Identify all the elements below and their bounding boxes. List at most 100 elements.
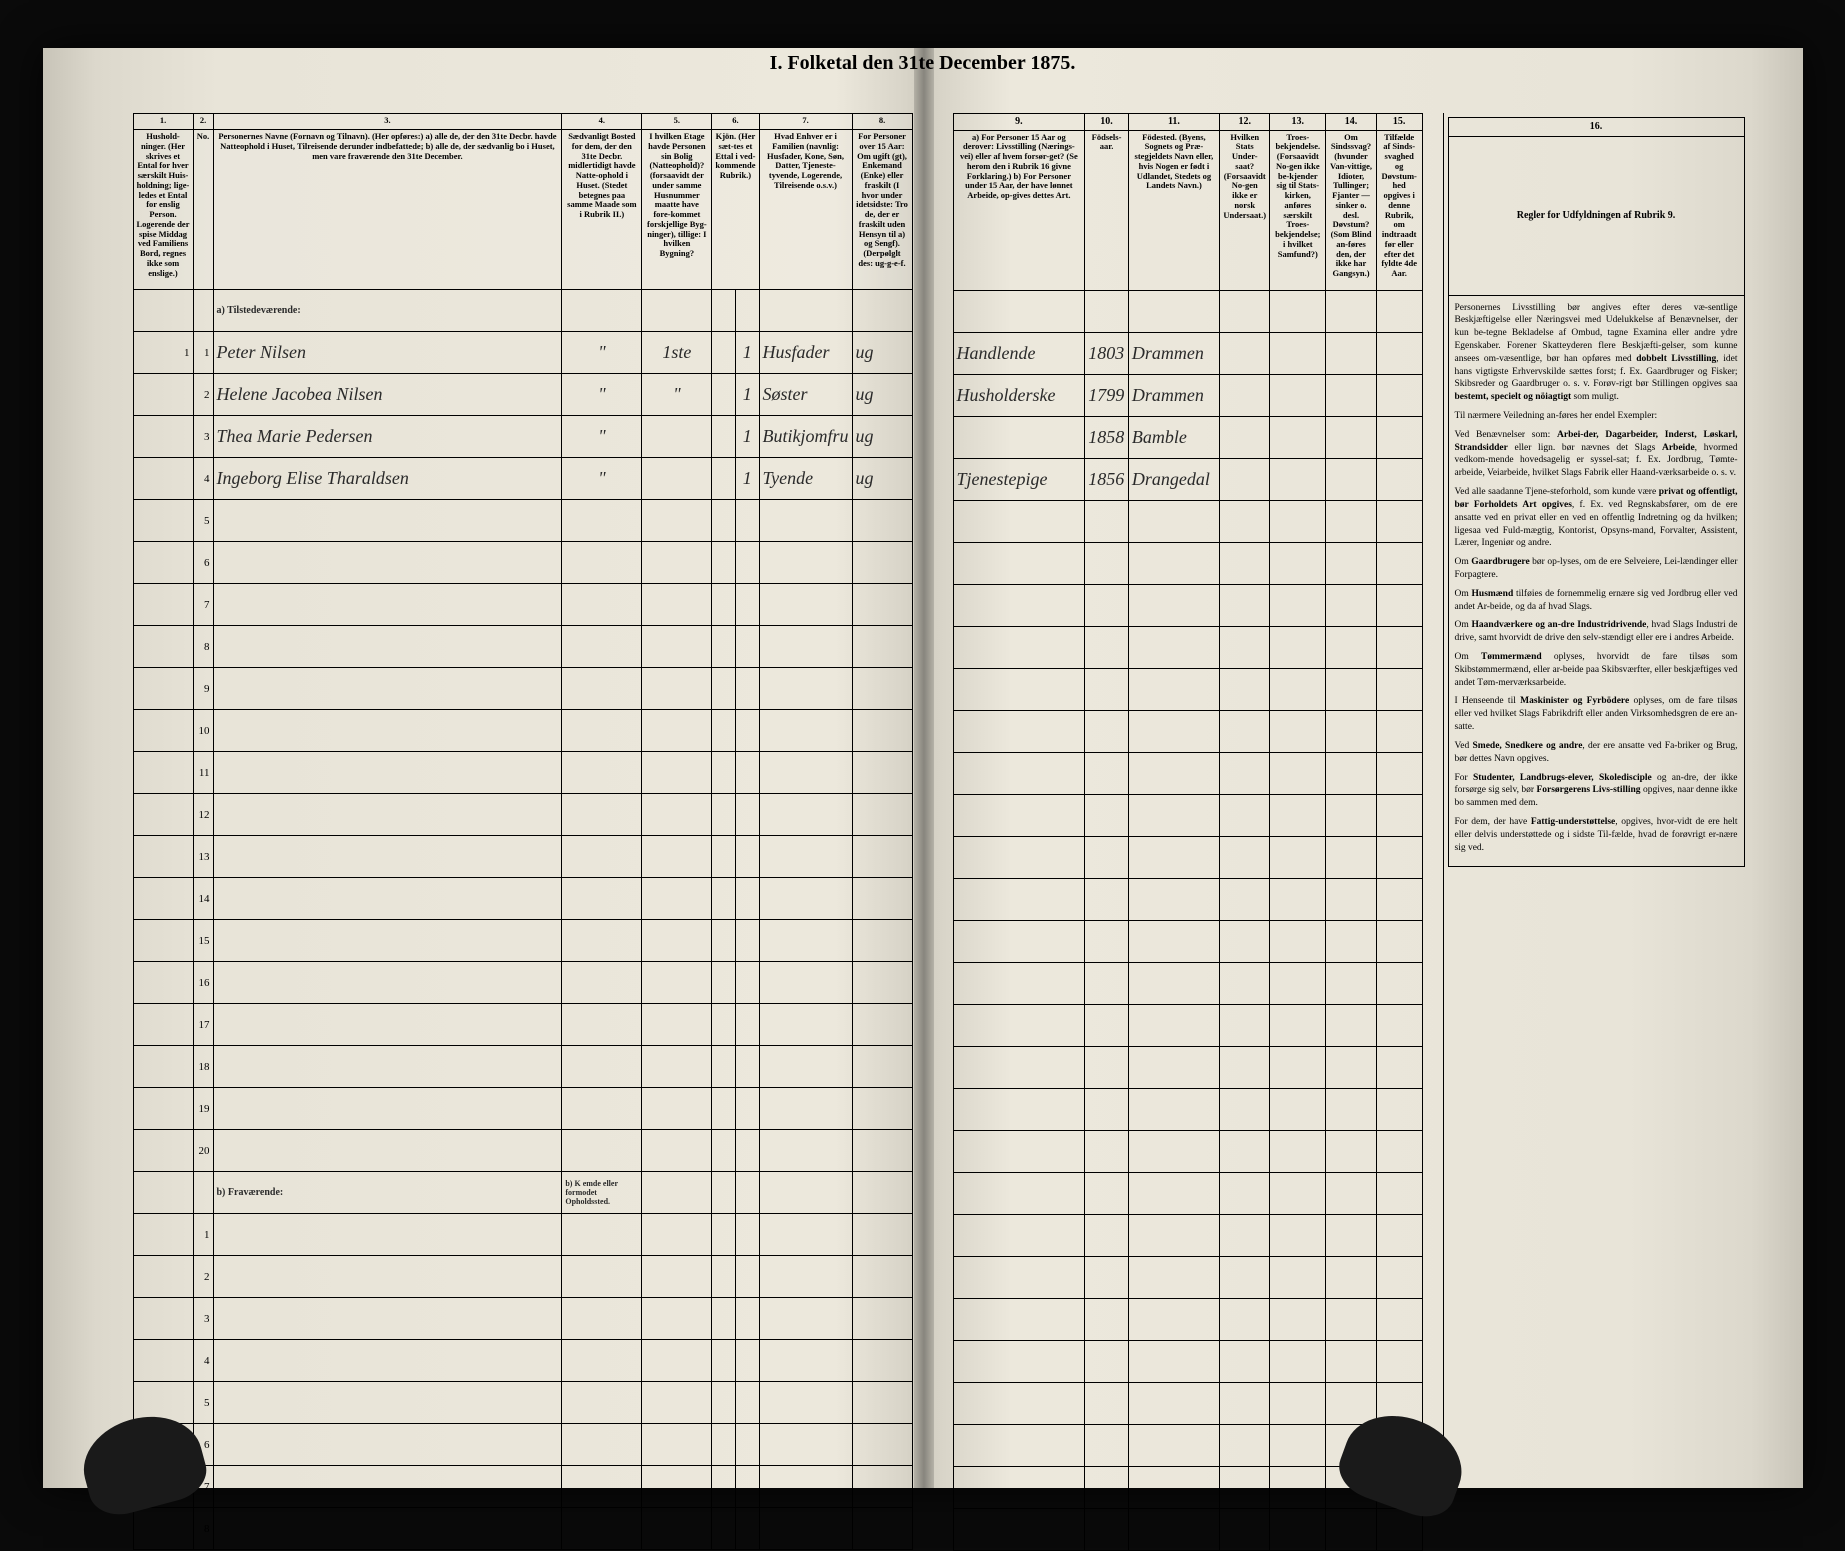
instruction-para: Om Gaardbrugere bør op-lyses, om de ere …	[1455, 556, 1738, 582]
table-row: 5	[133, 1382, 912, 1424]
table-row: Handlende1803Drammen	[953, 332, 1422, 374]
table-row	[953, 542, 1422, 584]
table-row	[953, 962, 1422, 1004]
table-row	[953, 1004, 1422, 1046]
table-row	[953, 1256, 1422, 1298]
table-row: 8	[133, 626, 912, 668]
table-row	[953, 626, 1422, 668]
page-title: I. Folketal den 31te December 1875.	[770, 52, 1076, 75]
colnum: 2.	[193, 114, 213, 130]
table-row	[953, 1508, 1422, 1550]
subhead-b4: b) K emde eller formodet Opholdssted.	[562, 1172, 642, 1214]
colhead: I hvilken Etage havde Personen sin Bolig…	[642, 130, 712, 290]
table-row	[953, 1130, 1422, 1172]
colnum: 7.	[759, 114, 852, 130]
table-row	[953, 1214, 1422, 1256]
colnum: 13.	[1270, 114, 1326, 131]
subhead-a: a) Tilstedeværende:	[213, 290, 562, 332]
census-book-spread: I. Folketal den 31te December 1875. 1. 2…	[43, 48, 1803, 1488]
colnum: 10.	[1085, 114, 1129, 131]
table-row: 3	[133, 1298, 912, 1340]
table-row	[953, 920, 1422, 962]
instruction-para: Om Tømmermænd oplyses, hvorvidt de fare …	[1455, 651, 1738, 689]
colnum: 1.	[133, 114, 193, 130]
instruction-para: Ved Benævnelser som: Arbei-der, Dagarbei…	[1455, 429, 1738, 480]
instruction-para: Om Husmænd tilføies de fornemmelig ernær…	[1455, 588, 1738, 614]
table-row: 6	[133, 1424, 912, 1466]
table-row	[953, 500, 1422, 542]
table-row: 9	[133, 668, 912, 710]
table-row: 14	[133, 878, 912, 920]
colhead: No.	[193, 130, 213, 290]
table-row: 11Peter Nilsen"1ste1Husfaderug	[133, 332, 912, 374]
table-row: 19	[133, 1088, 912, 1130]
colhead: Regler for Udfyldningen af Rubrik 9.	[1448, 136, 1745, 296]
table-row: 13	[133, 836, 912, 878]
colnum: 4.	[562, 114, 642, 130]
colnum: 6.	[712, 114, 759, 130]
colhead: Hvad Enhver er i Familien (navnlig: Husf…	[759, 130, 852, 290]
colhead: Födested. (Byens, Sognets og Præ-stegjel…	[1128, 130, 1219, 290]
colnum: 9.	[953, 114, 1085, 131]
instruction-para: Ved Smede, Snedkere og andre, der ere an…	[1455, 740, 1738, 766]
table-row	[953, 1046, 1422, 1088]
table-row: 20	[133, 1130, 912, 1172]
instruction-para: Til nærmere Veiledning an-føres her ende…	[1455, 410, 1738, 423]
census-table-right: 9. 10. 11. 12. 13. 14. 15. a) For Person…	[953, 113, 1423, 1551]
table-row: 1	[133, 1214, 912, 1256]
colhead: Hvilken Stats Under-saat? (Forsaavidt No…	[1220, 130, 1270, 290]
instruction-para: Ved alle saadanne Tjene-steforhold, som …	[1455, 486, 1738, 550]
table-row: 7	[133, 1466, 912, 1508]
table-row: 2Helene Jacobea Nilsen""1Søsterug	[133, 374, 912, 416]
colnum: 15.	[1376, 114, 1422, 131]
table-row: 10	[133, 710, 912, 752]
colnum: 5.	[642, 114, 712, 130]
table-row: 12	[133, 794, 912, 836]
instruction-para: Om Haandværkere og an-dre Industridriven…	[1455, 619, 1738, 645]
table-row: 16	[133, 962, 912, 1004]
table-row	[953, 1088, 1422, 1130]
colnum: 11.	[1128, 114, 1219, 131]
table-row: Husholderske1799Drammen	[953, 374, 1422, 416]
table-row	[953, 878, 1422, 920]
colnum: 12.	[1220, 114, 1270, 131]
colnum: 14.	[1326, 114, 1377, 131]
colhead: Personernes Navne (Fornavn og Tilnavn). …	[213, 130, 562, 290]
instruction-para: Personernes Livsstilling bør angives eft…	[1455, 302, 1738, 405]
table-row: 4Ingeborg Elise Tharaldsen"1Tyendeug	[133, 458, 912, 500]
instruction-para: For Studenter, Landbrugs-elever, Skoledi…	[1455, 772, 1738, 810]
census-table-left: 1. 2. 3. 4. 5. 6. 7. 8. Hushold-ninger. …	[133, 113, 913, 1550]
table-row: 5	[133, 500, 912, 542]
table-row	[953, 1298, 1422, 1340]
table-row: 15	[133, 920, 912, 962]
colnum: 8.	[852, 114, 912, 130]
colhead: Hushold-ninger. (Her skrives et Ental fo…	[133, 130, 193, 290]
table-row	[953, 1340, 1422, 1382]
colhead: Tilfælde af Sinds-svaghed og Døvstum-hed…	[1376, 130, 1422, 290]
colhead: a) For Personer 15 Aar og derover: Livss…	[953, 130, 1085, 290]
table-row	[953, 668, 1422, 710]
table-row: 3Thea Marie Pedersen"1Butikjomfruug	[133, 416, 912, 458]
table-row: 7	[133, 584, 912, 626]
instruction-para: I Henseende til Maskinister og Fyrbödere…	[1455, 695, 1738, 733]
table-row: Tjenestepige1856Drangedal	[953, 458, 1422, 500]
table-row: 17	[133, 1004, 912, 1046]
table-row	[953, 1382, 1422, 1424]
table-row: 4	[133, 1340, 912, 1382]
colhead: Om Sindssvag? (hvunder Van-vittige, Idio…	[1326, 130, 1377, 290]
colhead: Sædvanligt Bosted for dem, der den 31te …	[562, 130, 642, 290]
colhead: Troes-bekjendelse. (Forsaavidt No-gen ik…	[1270, 130, 1326, 290]
right-page: 9. 10. 11. 12. 13. 14. 15. a) For Person…	[953, 78, 1753, 1448]
table-row: 2	[133, 1256, 912, 1298]
table-row	[953, 584, 1422, 626]
table-row	[953, 794, 1422, 836]
table-row: 18	[133, 1046, 912, 1088]
colhead: Kjön. (Her sæt-tes et Ettal i ved-kommen…	[712, 130, 759, 290]
table-row: 8	[133, 1508, 912, 1550]
colhead: Födsels-aar.	[1085, 130, 1129, 290]
table-row	[953, 710, 1422, 752]
colnum: 3.	[213, 114, 562, 130]
instructions-column: 16. Regler for Udfyldningen af Rubrik 9.…	[1443, 113, 1753, 1448]
table-row	[953, 836, 1422, 878]
table-row: 6	[133, 542, 912, 584]
